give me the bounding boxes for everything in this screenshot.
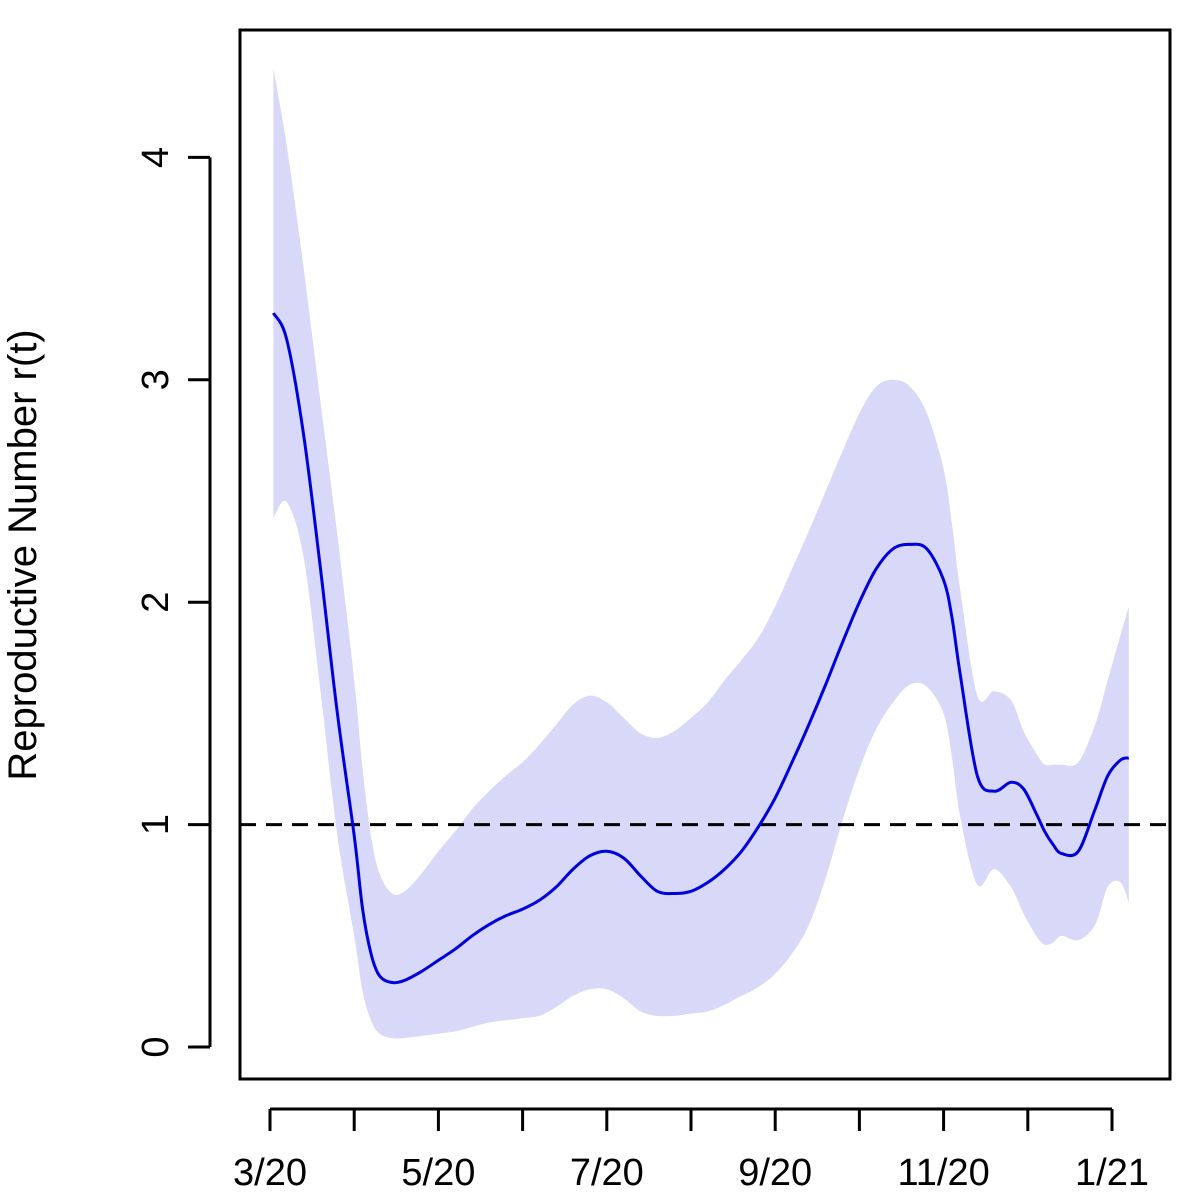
x-tick-label: 7/20 (570, 1152, 644, 1194)
confidence-band (273, 68, 1129, 1039)
x-tick-label: 1/21 (1075, 1152, 1149, 1194)
series-line (272, 312, 1130, 985)
x-tick-label: 9/20 (738, 1152, 812, 1194)
y-tick-label: 0 (135, 1036, 177, 1057)
plot-frame (238, 28, 1172, 1081)
x-tick-label: 11/20 (897, 1152, 989, 1194)
x-tick-label: 3/20 (233, 1152, 307, 1194)
y-axis: 0 1 2 3 4 (135, 147, 212, 1058)
x-tick-label: 5/20 (401, 1152, 475, 1194)
y-tick-label: 3 (135, 369, 177, 390)
y-tick-label: 2 (135, 592, 177, 613)
x-axis: 3/20 5/20 7/20 9/20 11/20 1/21 (233, 1107, 1149, 1194)
plot-area (238, 28, 1172, 1081)
y-tick-label: 1 (135, 814, 177, 835)
y-axis-title: Reproductive Number r(t) (1, 329, 45, 780)
y-tick-label: 4 (135, 147, 177, 168)
